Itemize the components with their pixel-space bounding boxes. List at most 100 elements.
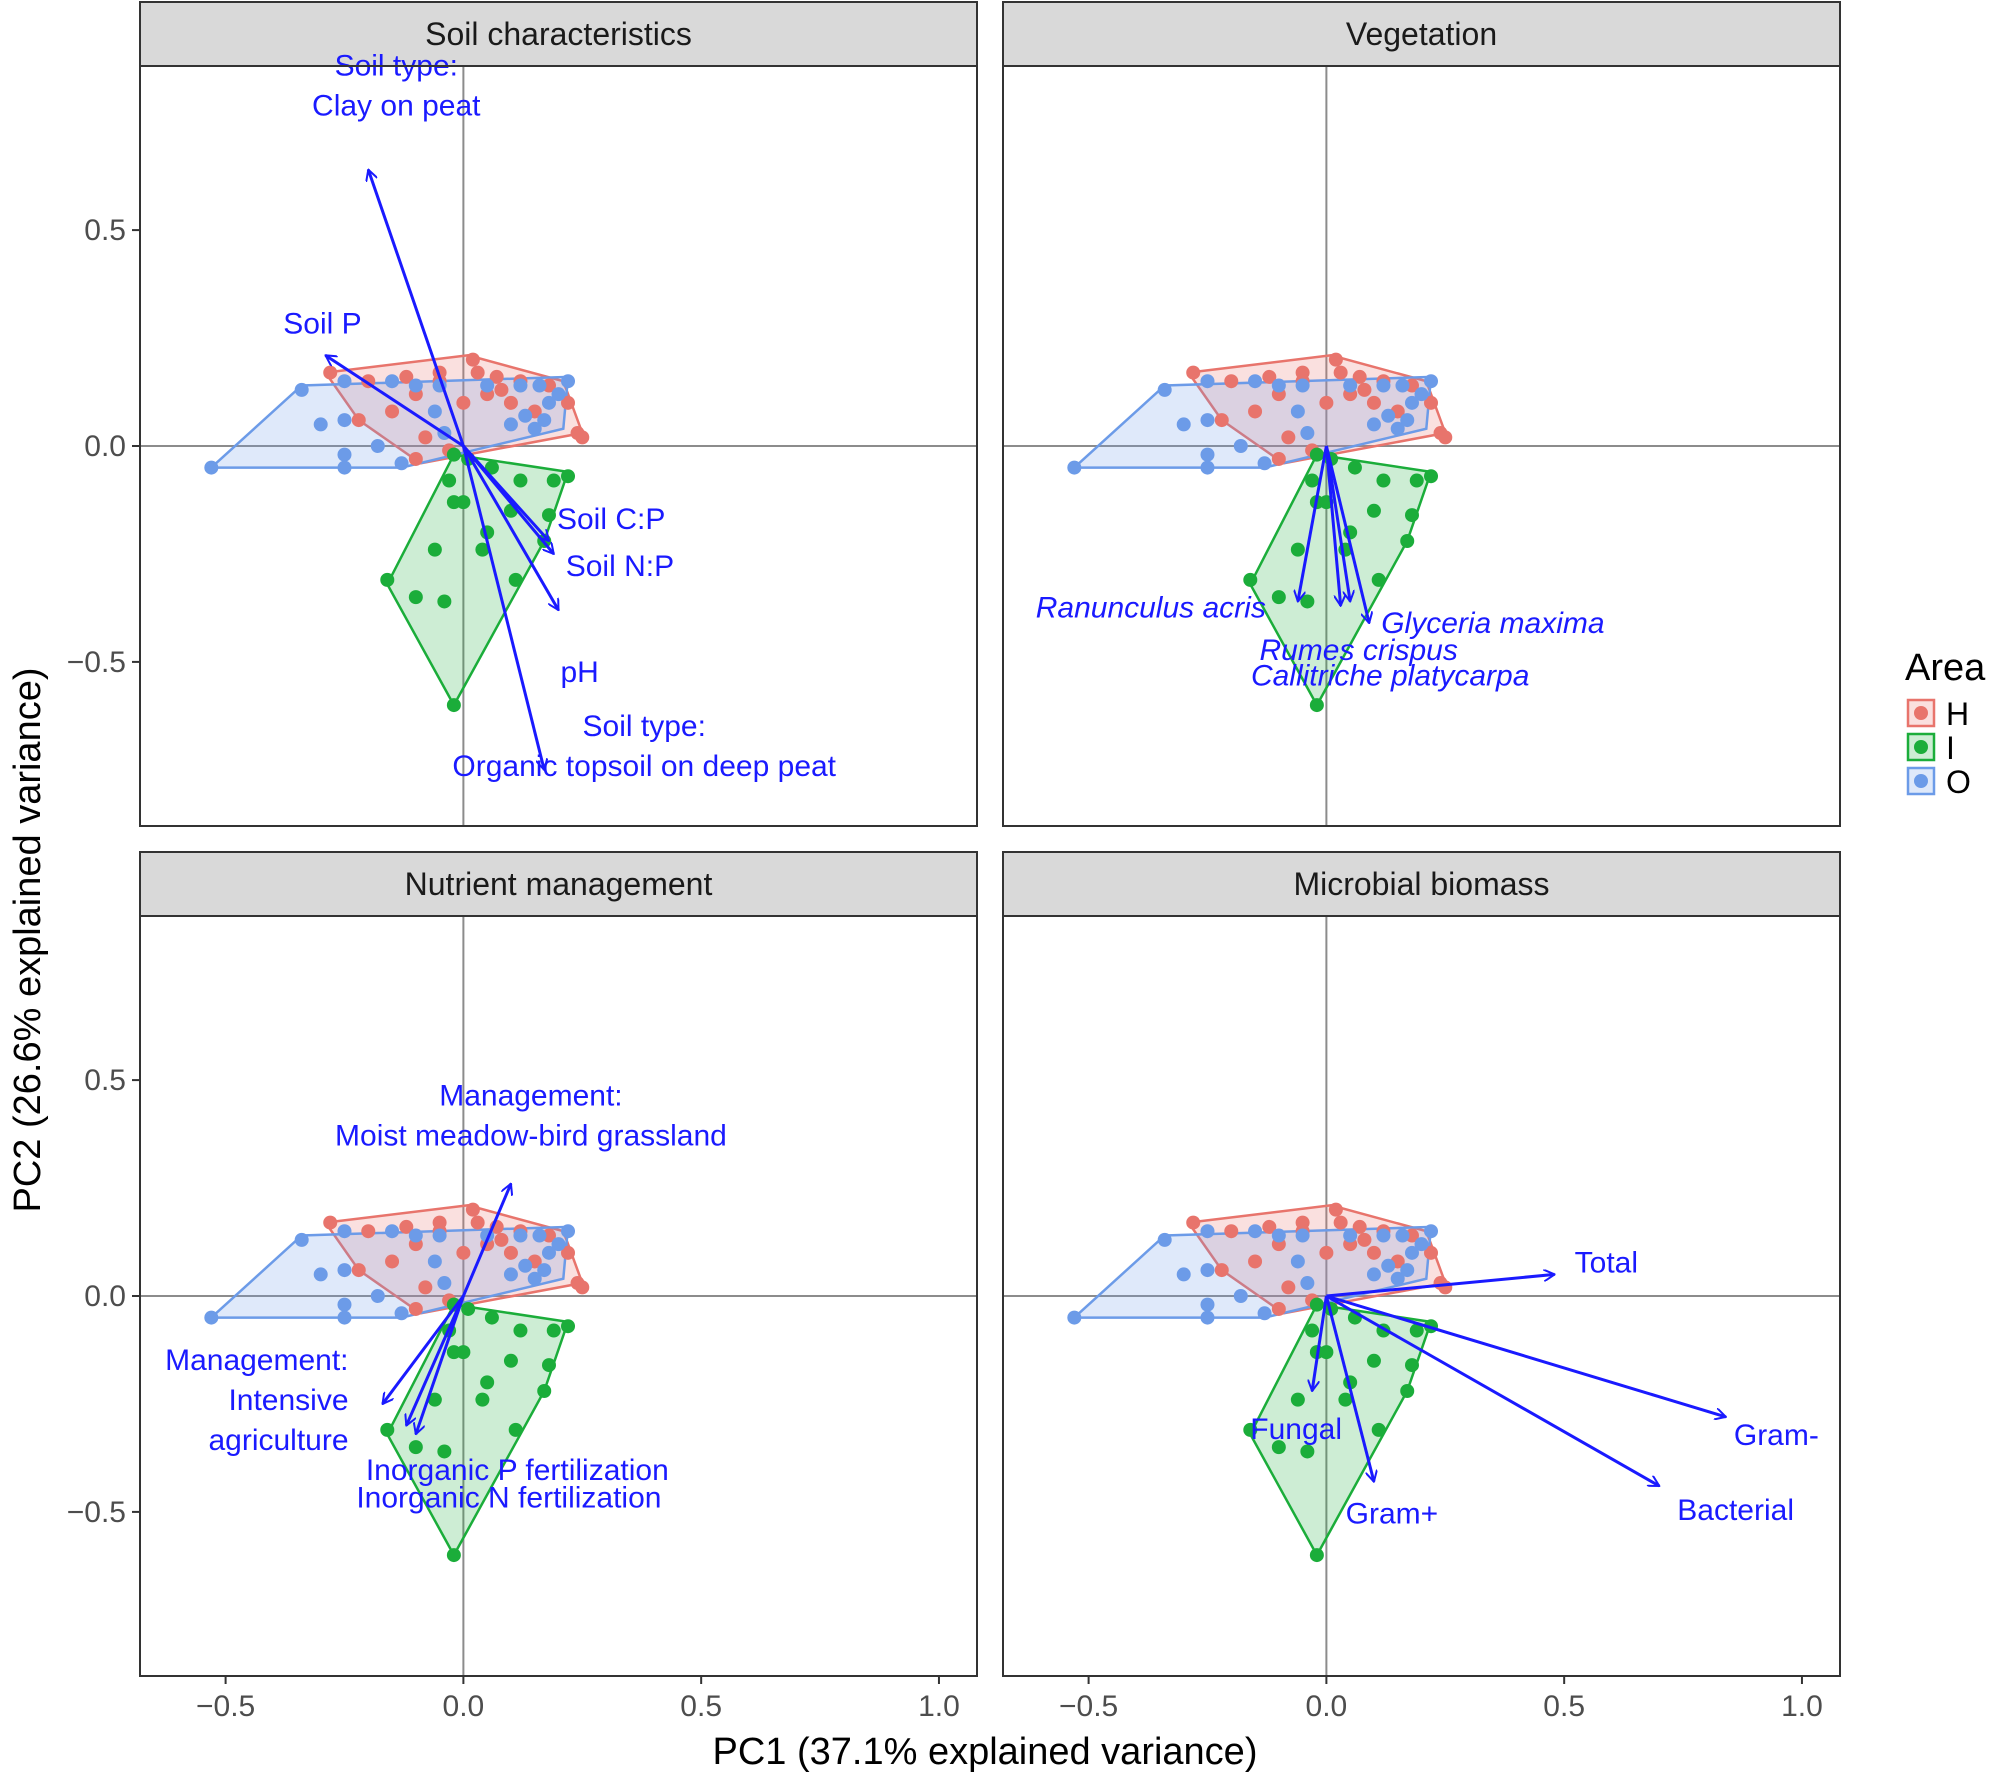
facet-microbial-biomass: Microbial biomass Total Fungal Gram+ Gram- Ba…	[1002, 851, 1841, 1723]
point-O	[1424, 374, 1439, 389]
point-O	[313, 1267, 328, 1282]
arrow-label: Management:	[439, 1080, 622, 1113]
point-O	[532, 1228, 547, 1243]
point-H	[1214, 1263, 1229, 1278]
legend-key-I	[1906, 732, 1936, 762]
y-tick-label: 0.5	[84, 214, 126, 247]
point-H	[465, 352, 480, 367]
point-H	[1186, 1215, 1201, 1230]
point-I	[1424, 469, 1439, 484]
point-H	[1186, 365, 1201, 380]
point-H	[503, 395, 518, 410]
point-H	[1438, 1280, 1453, 1295]
arrow-label: Rumes crispus	[1259, 634, 1457, 667]
point-I	[480, 1375, 495, 1390]
point-O	[1233, 439, 1248, 453]
point-O	[1343, 378, 1358, 393]
facet-title: Nutrient management	[405, 866, 713, 902]
arrow-label: Soil P	[283, 307, 361, 340]
point-H	[1271, 451, 1286, 466]
point-I	[1404, 508, 1419, 523]
point-H	[1271, 1301, 1286, 1316]
point-O	[1200, 447, 1215, 462]
point-O	[518, 408, 533, 423]
point-O	[1200, 1297, 1215, 1312]
y-tick-label: 0.0	[84, 1280, 126, 1313]
arrow-label: Clay on peat	[312, 90, 481, 123]
legend-key-point-I	[1914, 740, 1928, 754]
x-tick-label: 0.5	[680, 1690, 722, 1723]
point-H	[1248, 404, 1263, 419]
point-I	[508, 1422, 523, 1437]
point-H	[1438, 430, 1453, 445]
facet-strip	[1002, 851, 1841, 917]
arrow-label: Ranunculus acris	[1036, 591, 1266, 624]
point-O	[537, 413, 552, 428]
point-H	[1333, 1215, 1348, 1230]
loading-arrow-management-moist-meadow-bird-grassland	[462, 1184, 511, 1297]
point-I	[446, 447, 461, 462]
point-O	[1248, 374, 1263, 389]
point-O	[394, 1306, 409, 1321]
point-H	[1262, 369, 1277, 384]
y-tick-label: −0.5	[67, 646, 126, 679]
point-H	[399, 369, 414, 384]
point-H	[575, 430, 590, 445]
point-O	[337, 1263, 352, 1278]
legend-keys: HIO	[1906, 696, 1971, 800]
point-O	[1157, 382, 1172, 397]
point-I	[1300, 594, 1315, 609]
legend-label-I: I	[1946, 730, 1955, 766]
arrow-label: Soil C:P	[557, 503, 665, 536]
loading-arrow-inorganic-p-fertilization	[416, 1295, 465, 1434]
point-H	[489, 369, 504, 384]
legend: Area HIO	[1905, 647, 1986, 800]
point-I	[1309, 1297, 1324, 1312]
point-H	[323, 365, 338, 380]
hull-I	[1248, 1303, 1433, 1558]
point-O	[527, 1271, 542, 1286]
x-tick-label: 0.0	[1306, 1690, 1348, 1723]
point-I	[561, 1319, 576, 1334]
point-O	[1381, 1258, 1396, 1273]
point-H	[561, 395, 576, 410]
point-H	[465, 1202, 480, 1217]
point-I	[1290, 1392, 1305, 1407]
loading-arrow-total	[1326, 1274, 1554, 1298]
x-tick-label: 0.0	[443, 1690, 485, 1723]
panel-border	[1002, 65, 1841, 827]
point-H	[408, 451, 423, 466]
point-O	[294, 382, 309, 397]
loading-arrow-ranunculus-acris	[1298, 445, 1328, 601]
point-I	[1305, 473, 1320, 488]
point-I	[1243, 572, 1258, 587]
arrow-label: Soil N:P	[566, 550, 674, 583]
point-O	[1067, 1310, 1082, 1325]
point-O	[551, 387, 566, 402]
point-O	[1376, 378, 1391, 393]
y-tick-label: −0.5	[67, 1496, 126, 1529]
point-H	[503, 1245, 518, 1260]
point-O	[1290, 1254, 1305, 1269]
point-I	[1404, 1358, 1419, 1373]
facet-nutrient-management: Nutrient management Management: Moist mead…	[67, 851, 978, 1723]
point-H	[494, 382, 509, 397]
point-I	[561, 469, 576, 484]
loading-arrow-soil-p	[325, 354, 465, 448]
point-O	[204, 460, 219, 475]
point-H	[351, 413, 366, 428]
point-I	[475, 1392, 490, 1407]
point-I	[380, 1422, 395, 1437]
legend-key-O	[1906, 766, 1936, 796]
point-H	[399, 1219, 414, 1234]
point-O	[1424, 1224, 1439, 1239]
point-O	[385, 374, 400, 389]
point-O	[537, 1263, 552, 1278]
point-I	[1409, 473, 1424, 488]
point-I	[408, 1440, 423, 1455]
point-I	[484, 460, 499, 475]
point-O	[551, 1237, 566, 1252]
arrow-label: Bacterial	[1677, 1494, 1794, 1527]
point-O	[527, 421, 542, 436]
point-I	[1309, 447, 1324, 462]
